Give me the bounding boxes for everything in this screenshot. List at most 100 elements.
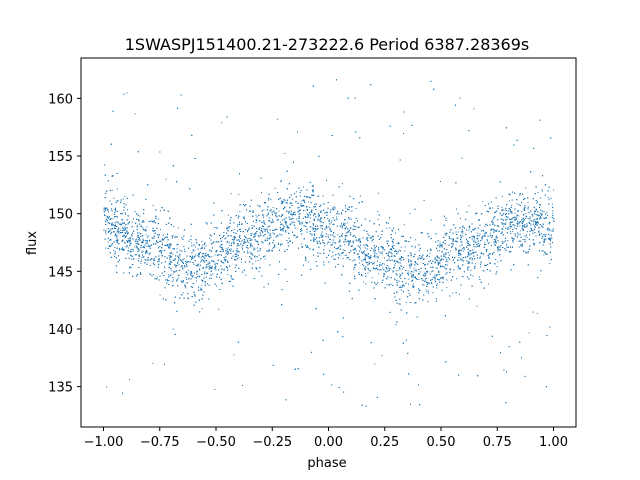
data-point xyxy=(116,238,118,240)
data-point xyxy=(414,247,416,249)
data-point xyxy=(292,198,294,200)
data-point xyxy=(154,260,156,262)
data-point xyxy=(462,235,464,237)
data-point xyxy=(274,187,276,189)
data-point xyxy=(314,228,316,230)
data-point xyxy=(255,260,257,262)
data-point xyxy=(547,197,549,199)
data-point xyxy=(552,212,554,214)
data-point xyxy=(474,263,476,265)
data-point xyxy=(272,232,274,234)
data-point xyxy=(276,118,278,120)
data-point xyxy=(439,241,441,243)
data-point xyxy=(513,227,515,229)
data-point xyxy=(178,259,179,261)
data-point xyxy=(131,234,133,235)
data-point xyxy=(314,203,315,205)
data-point xyxy=(459,250,461,252)
data-point xyxy=(177,274,179,276)
data-point xyxy=(140,260,142,262)
data-point xyxy=(407,270,409,272)
data-point xyxy=(162,242,163,244)
data-point xyxy=(230,193,232,195)
data-point xyxy=(460,239,462,241)
data-point xyxy=(207,265,209,267)
data-point xyxy=(311,194,313,196)
data-point xyxy=(436,298,438,300)
data-point xyxy=(171,269,173,271)
data-point xyxy=(317,219,319,221)
data-point xyxy=(473,108,475,110)
data-point xyxy=(327,218,329,219)
data-point xyxy=(208,261,210,263)
data-point xyxy=(304,221,306,223)
data-point xyxy=(363,281,365,283)
data-point xyxy=(444,267,446,269)
data-point xyxy=(295,191,297,193)
data-point xyxy=(511,204,513,206)
data-point xyxy=(243,217,244,219)
data-point xyxy=(383,263,385,265)
data-point xyxy=(436,283,438,285)
data-point xyxy=(377,218,379,220)
data-point xyxy=(126,233,128,235)
data-point xyxy=(524,218,526,219)
data-point xyxy=(370,255,372,257)
data-point xyxy=(330,222,332,223)
data-point xyxy=(382,267,384,269)
data-point xyxy=(345,232,347,234)
data-point xyxy=(224,238,226,240)
data-point xyxy=(159,229,161,231)
data-point xyxy=(248,242,250,244)
data-point xyxy=(127,247,129,249)
data-point xyxy=(355,250,357,252)
data-point xyxy=(186,273,188,275)
data-point xyxy=(424,278,426,280)
data-point xyxy=(470,269,472,271)
data-point xyxy=(421,284,423,286)
data-point xyxy=(336,216,338,218)
data-point xyxy=(211,256,213,258)
data-point xyxy=(368,261,370,263)
data-point xyxy=(388,266,390,268)
data-point xyxy=(489,232,491,234)
data-point xyxy=(460,218,461,220)
data-point xyxy=(500,218,502,220)
data-point xyxy=(526,237,528,238)
data-point xyxy=(319,243,321,245)
data-point xyxy=(371,277,373,279)
data-point xyxy=(478,245,480,247)
data-point xyxy=(496,266,498,267)
data-point xyxy=(347,239,349,241)
data-point xyxy=(168,255,170,257)
data-point xyxy=(105,221,107,223)
data-point xyxy=(487,242,489,244)
data-point xyxy=(177,227,179,229)
data-point xyxy=(223,250,224,252)
data-point xyxy=(526,231,528,233)
data-point xyxy=(386,227,388,229)
data-point xyxy=(414,245,416,247)
data-point xyxy=(141,259,143,261)
data-point xyxy=(373,251,375,253)
data-point xyxy=(499,213,501,215)
data-point xyxy=(503,209,505,211)
data-point xyxy=(139,215,141,217)
data-point xyxy=(397,269,399,271)
data-point xyxy=(250,238,252,240)
data-point xyxy=(282,224,284,226)
data-point xyxy=(159,250,161,252)
data-point xyxy=(521,222,523,224)
data-point xyxy=(319,214,320,216)
data-point xyxy=(138,257,140,259)
data-point xyxy=(404,250,406,252)
data-point xyxy=(405,302,407,303)
data-point xyxy=(503,226,505,228)
data-point xyxy=(215,262,217,264)
data-point xyxy=(497,261,499,263)
data-point xyxy=(247,241,249,243)
data-point xyxy=(241,239,243,241)
data-point xyxy=(288,212,289,214)
data-point xyxy=(196,255,198,257)
